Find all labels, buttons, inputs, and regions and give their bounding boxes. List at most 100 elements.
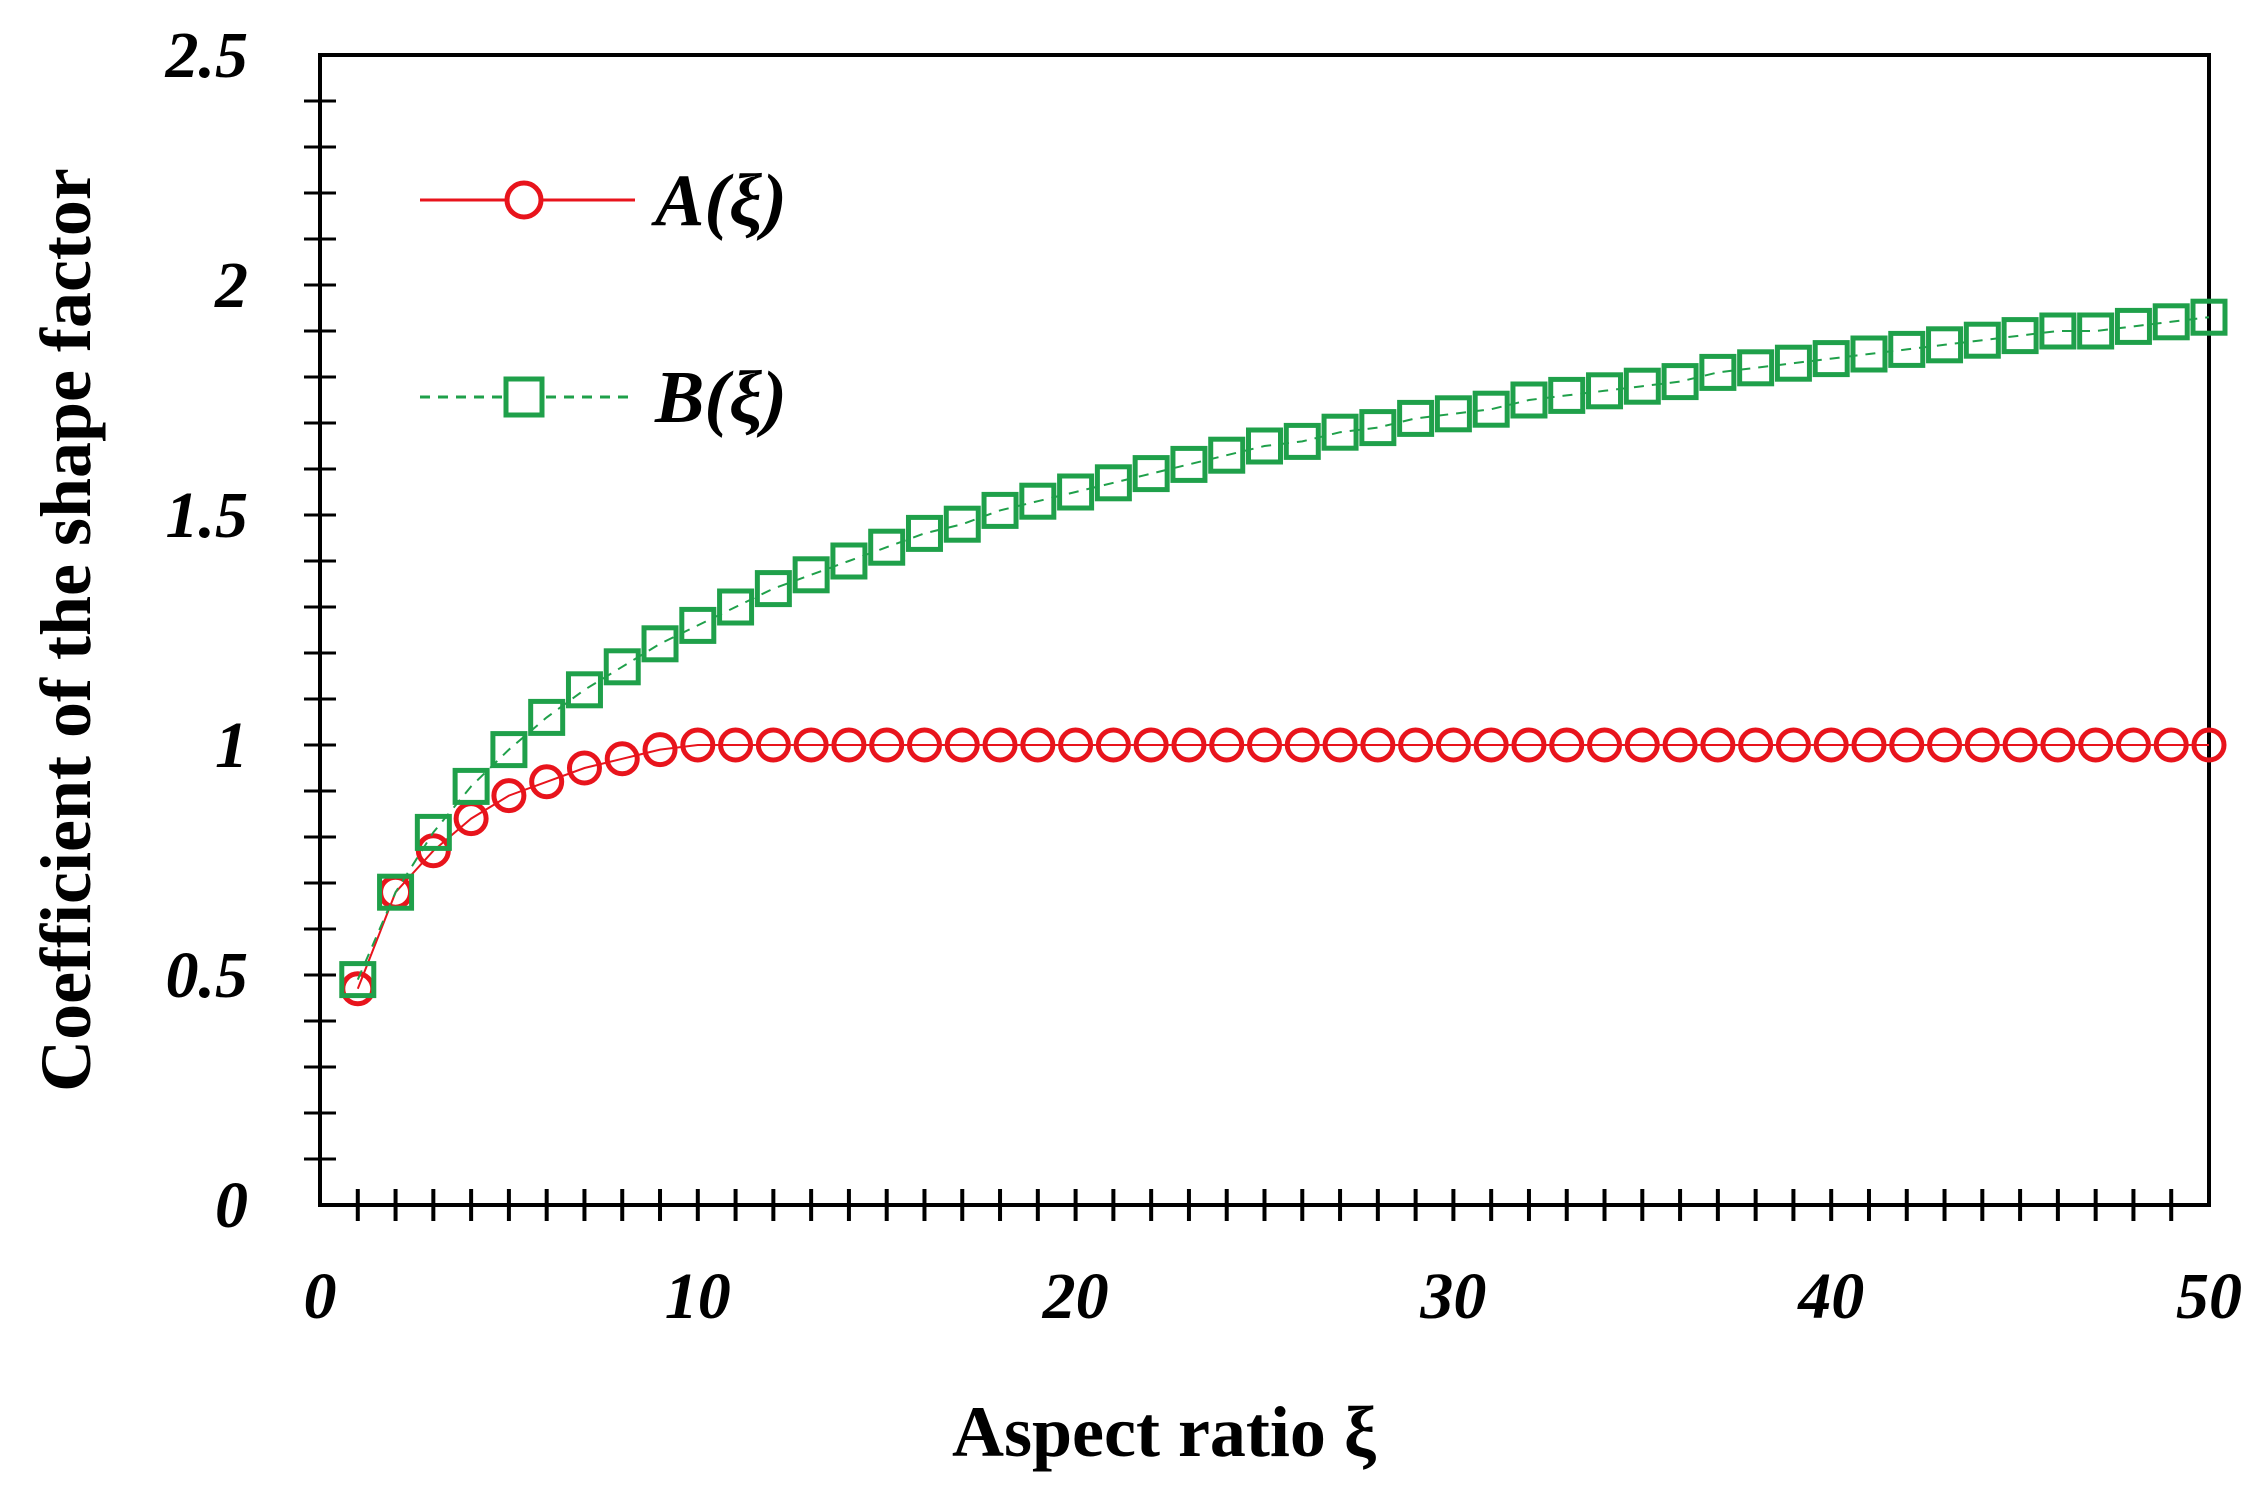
y-axis-title: Coefficient of the shape factor bbox=[26, 168, 106, 1092]
data-point-b bbox=[1548, 376, 1586, 414]
data-point-a bbox=[2115, 727, 2151, 763]
legend-label-a: A(ξ) bbox=[651, 160, 787, 242]
data-point-b bbox=[1283, 422, 1321, 460]
data-point-a bbox=[1889, 727, 1925, 763]
data-point-a bbox=[1511, 727, 1547, 763]
data-point-b bbox=[1850, 335, 1888, 373]
data-point-b bbox=[1132, 455, 1170, 493]
data-point-a bbox=[982, 727, 1018, 763]
series-line bbox=[356, 744, 2209, 990]
y-tick-label: 2 bbox=[214, 249, 248, 322]
data-point-a bbox=[1322, 727, 1358, 763]
data-point-b bbox=[2039, 312, 2077, 350]
data-point-a bbox=[793, 727, 829, 763]
series-line bbox=[356, 316, 2210, 980]
data-point-b bbox=[1019, 482, 1057, 520]
data-point-b bbox=[1246, 427, 1283, 465]
data-point-b bbox=[603, 648, 641, 686]
data-point-b bbox=[490, 731, 528, 769]
data-point-a bbox=[1587, 727, 1623, 763]
data-point-a bbox=[1133, 727, 1169, 763]
data-point-b bbox=[1963, 321, 2001, 359]
data-point-b bbox=[1057, 473, 1095, 511]
data-point-b bbox=[565, 671, 603, 709]
data-point-b bbox=[1737, 349, 1775, 387]
plot-frame bbox=[318, 53, 2211, 1207]
data-point-a bbox=[529, 764, 565, 800]
data-point-a bbox=[1549, 727, 1585, 763]
data-point-b bbox=[2190, 298, 2228, 336]
data-point-b bbox=[1510, 381, 1548, 419]
data-point-b bbox=[1586, 372, 1624, 410]
series-layer bbox=[339, 298, 2228, 1007]
axis-ticks bbox=[304, 99, 2174, 1221]
data-point-b bbox=[1170, 445, 1208, 483]
data-point-b bbox=[1699, 353, 1737, 391]
data-point-b bbox=[2152, 303, 2190, 341]
data-point-a bbox=[1435, 727, 1471, 763]
legend-marker-a bbox=[504, 180, 544, 220]
data-point-b bbox=[377, 873, 415, 911]
data-point-b bbox=[641, 625, 679, 663]
data-point-a bbox=[1171, 727, 1207, 763]
data-point-a bbox=[566, 750, 602, 786]
data-point-b bbox=[414, 813, 452, 851]
data-point-b bbox=[868, 528, 906, 566]
data-point-a bbox=[1813, 727, 1849, 763]
data-point-b bbox=[754, 570, 792, 608]
data-point-a bbox=[1360, 727, 1396, 763]
x-axis-title: Aspect ratio ξ bbox=[952, 1392, 1377, 1472]
data-point-a bbox=[2191, 727, 2227, 763]
series-a bbox=[340, 727, 2227, 1007]
data-point-b bbox=[1359, 409, 1397, 447]
data-point-b bbox=[452, 767, 490, 805]
data-point-b bbox=[528, 698, 566, 736]
data-point-b bbox=[1208, 436, 1246, 474]
data-point-b bbox=[1661, 363, 1699, 401]
data-point-a bbox=[1058, 727, 1094, 763]
x-tick-label: 50 bbox=[2176, 1260, 2242, 1333]
data-point-a bbox=[1624, 727, 1660, 763]
data-point-a bbox=[1209, 727, 1245, 763]
data-point-a bbox=[718, 727, 754, 763]
data-point-a bbox=[906, 727, 942, 763]
data-point-a bbox=[642, 732, 678, 768]
data-point-a bbox=[1095, 727, 1131, 763]
data-point-b bbox=[905, 514, 943, 552]
legend-label-b: B(ξ) bbox=[654, 357, 787, 439]
data-point-b bbox=[1434, 395, 1472, 433]
data-point-b bbox=[792, 556, 830, 594]
data-point-b bbox=[339, 961, 377, 999]
data-point-b bbox=[1094, 464, 1132, 502]
x-tick-label: 0 bbox=[304, 1260, 337, 1333]
data-point-a bbox=[1700, 727, 1736, 763]
data-point-b bbox=[2077, 312, 2115, 350]
x-tick-label: 30 bbox=[1419, 1260, 1486, 1333]
data-point-a bbox=[604, 741, 640, 777]
data-point-a bbox=[755, 727, 791, 763]
data-point-b bbox=[830, 542, 868, 580]
y-tick-label: 1 bbox=[215, 709, 248, 782]
data-point-a bbox=[2040, 727, 2076, 763]
x-tick-label: 20 bbox=[1042, 1260, 1109, 1333]
data-point-a bbox=[1851, 727, 1887, 763]
data-point-b bbox=[943, 505, 981, 543]
data-point-a bbox=[1927, 727, 1963, 763]
data-point-a bbox=[831, 727, 867, 763]
data-point-a bbox=[2002, 727, 2038, 763]
data-point-a bbox=[1738, 727, 1774, 763]
data-point-b bbox=[1623, 367, 1661, 405]
data-point-b bbox=[1926, 326, 1964, 364]
data-point-a bbox=[2078, 727, 2114, 763]
x-tick-label: 40 bbox=[1796, 1260, 1864, 1333]
data-point-a bbox=[1662, 727, 1698, 763]
data-point-b bbox=[1774, 344, 1812, 382]
data-point-b bbox=[2001, 317, 2039, 355]
data-point-a bbox=[1020, 727, 1056, 763]
data-point-b bbox=[981, 491, 1019, 529]
data-point-b bbox=[679, 606, 717, 644]
data-point-a bbox=[491, 778, 527, 814]
legend: A(ξ) B(ξ) bbox=[420, 160, 787, 439]
data-point-b bbox=[1321, 413, 1359, 451]
